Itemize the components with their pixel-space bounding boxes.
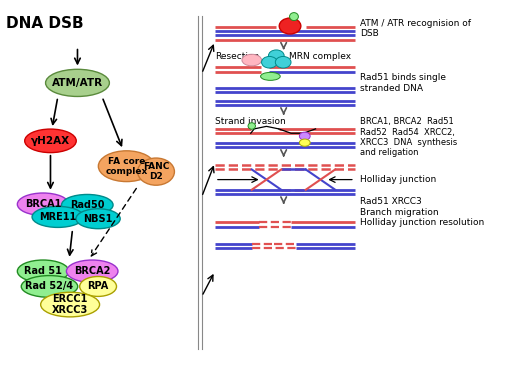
Text: FA core
complex: FA core complex (105, 157, 148, 176)
Circle shape (268, 50, 284, 62)
Ellipse shape (248, 123, 256, 129)
Ellipse shape (32, 206, 84, 227)
Circle shape (279, 18, 301, 34)
Ellipse shape (98, 151, 155, 182)
Text: Strand invasion: Strand invasion (215, 117, 286, 126)
Ellipse shape (242, 54, 262, 66)
Text: NBS1: NBS1 (83, 214, 113, 224)
Ellipse shape (290, 13, 298, 20)
Text: FANC
D2: FANC D2 (143, 162, 169, 181)
Text: Rad 51: Rad 51 (24, 266, 62, 276)
Text: Resection: Resection (215, 52, 259, 61)
Text: MRN complex: MRN complex (289, 52, 351, 61)
Text: γH2AX: γH2AX (31, 136, 70, 146)
Ellipse shape (25, 129, 76, 153)
Ellipse shape (17, 260, 69, 283)
Ellipse shape (299, 132, 310, 140)
Ellipse shape (21, 276, 78, 297)
Text: Rad 52/4: Rad 52/4 (26, 281, 74, 292)
Text: Holliday junction: Holliday junction (360, 175, 436, 184)
Circle shape (262, 57, 277, 68)
Text: BRCA1, BRCA2  Rad51
Rad52  Rad54  XRCC2,
XRCC3  DNA  synthesis
and religation: BRCA1, BRCA2 Rad51 Rad52 Rad54 XRCC2, XR… (360, 117, 457, 157)
Ellipse shape (261, 72, 280, 80)
Text: BRCA1: BRCA1 (25, 199, 61, 209)
Text: ATM / ATR recognision of
DSB: ATM / ATR recognision of DSB (360, 19, 471, 38)
Text: Rad51 binds single
stranded DNA: Rad51 binds single stranded DNA (360, 73, 446, 93)
Text: BRCA2: BRCA2 (74, 266, 110, 276)
Text: Rad51 XRCC3
Branch migration
Holliday junction resolution: Rad51 XRCC3 Branch migration Holliday ju… (360, 197, 484, 227)
Ellipse shape (45, 69, 109, 96)
Ellipse shape (17, 193, 69, 215)
Text: Rad50: Rad50 (70, 200, 105, 210)
Text: DNA DSB: DNA DSB (6, 16, 84, 31)
Text: ERCC1
XRCC3: ERCC1 XRCC3 (52, 294, 88, 315)
Ellipse shape (299, 139, 310, 146)
Ellipse shape (76, 209, 120, 229)
Ellipse shape (41, 292, 100, 317)
Ellipse shape (80, 277, 117, 296)
Ellipse shape (61, 195, 113, 215)
Ellipse shape (137, 158, 174, 185)
Ellipse shape (66, 260, 118, 283)
Circle shape (275, 57, 291, 68)
Text: ATM/ATR: ATM/ATR (52, 78, 103, 88)
Text: RPA: RPA (87, 281, 109, 292)
Text: MRE11: MRE11 (39, 212, 77, 222)
